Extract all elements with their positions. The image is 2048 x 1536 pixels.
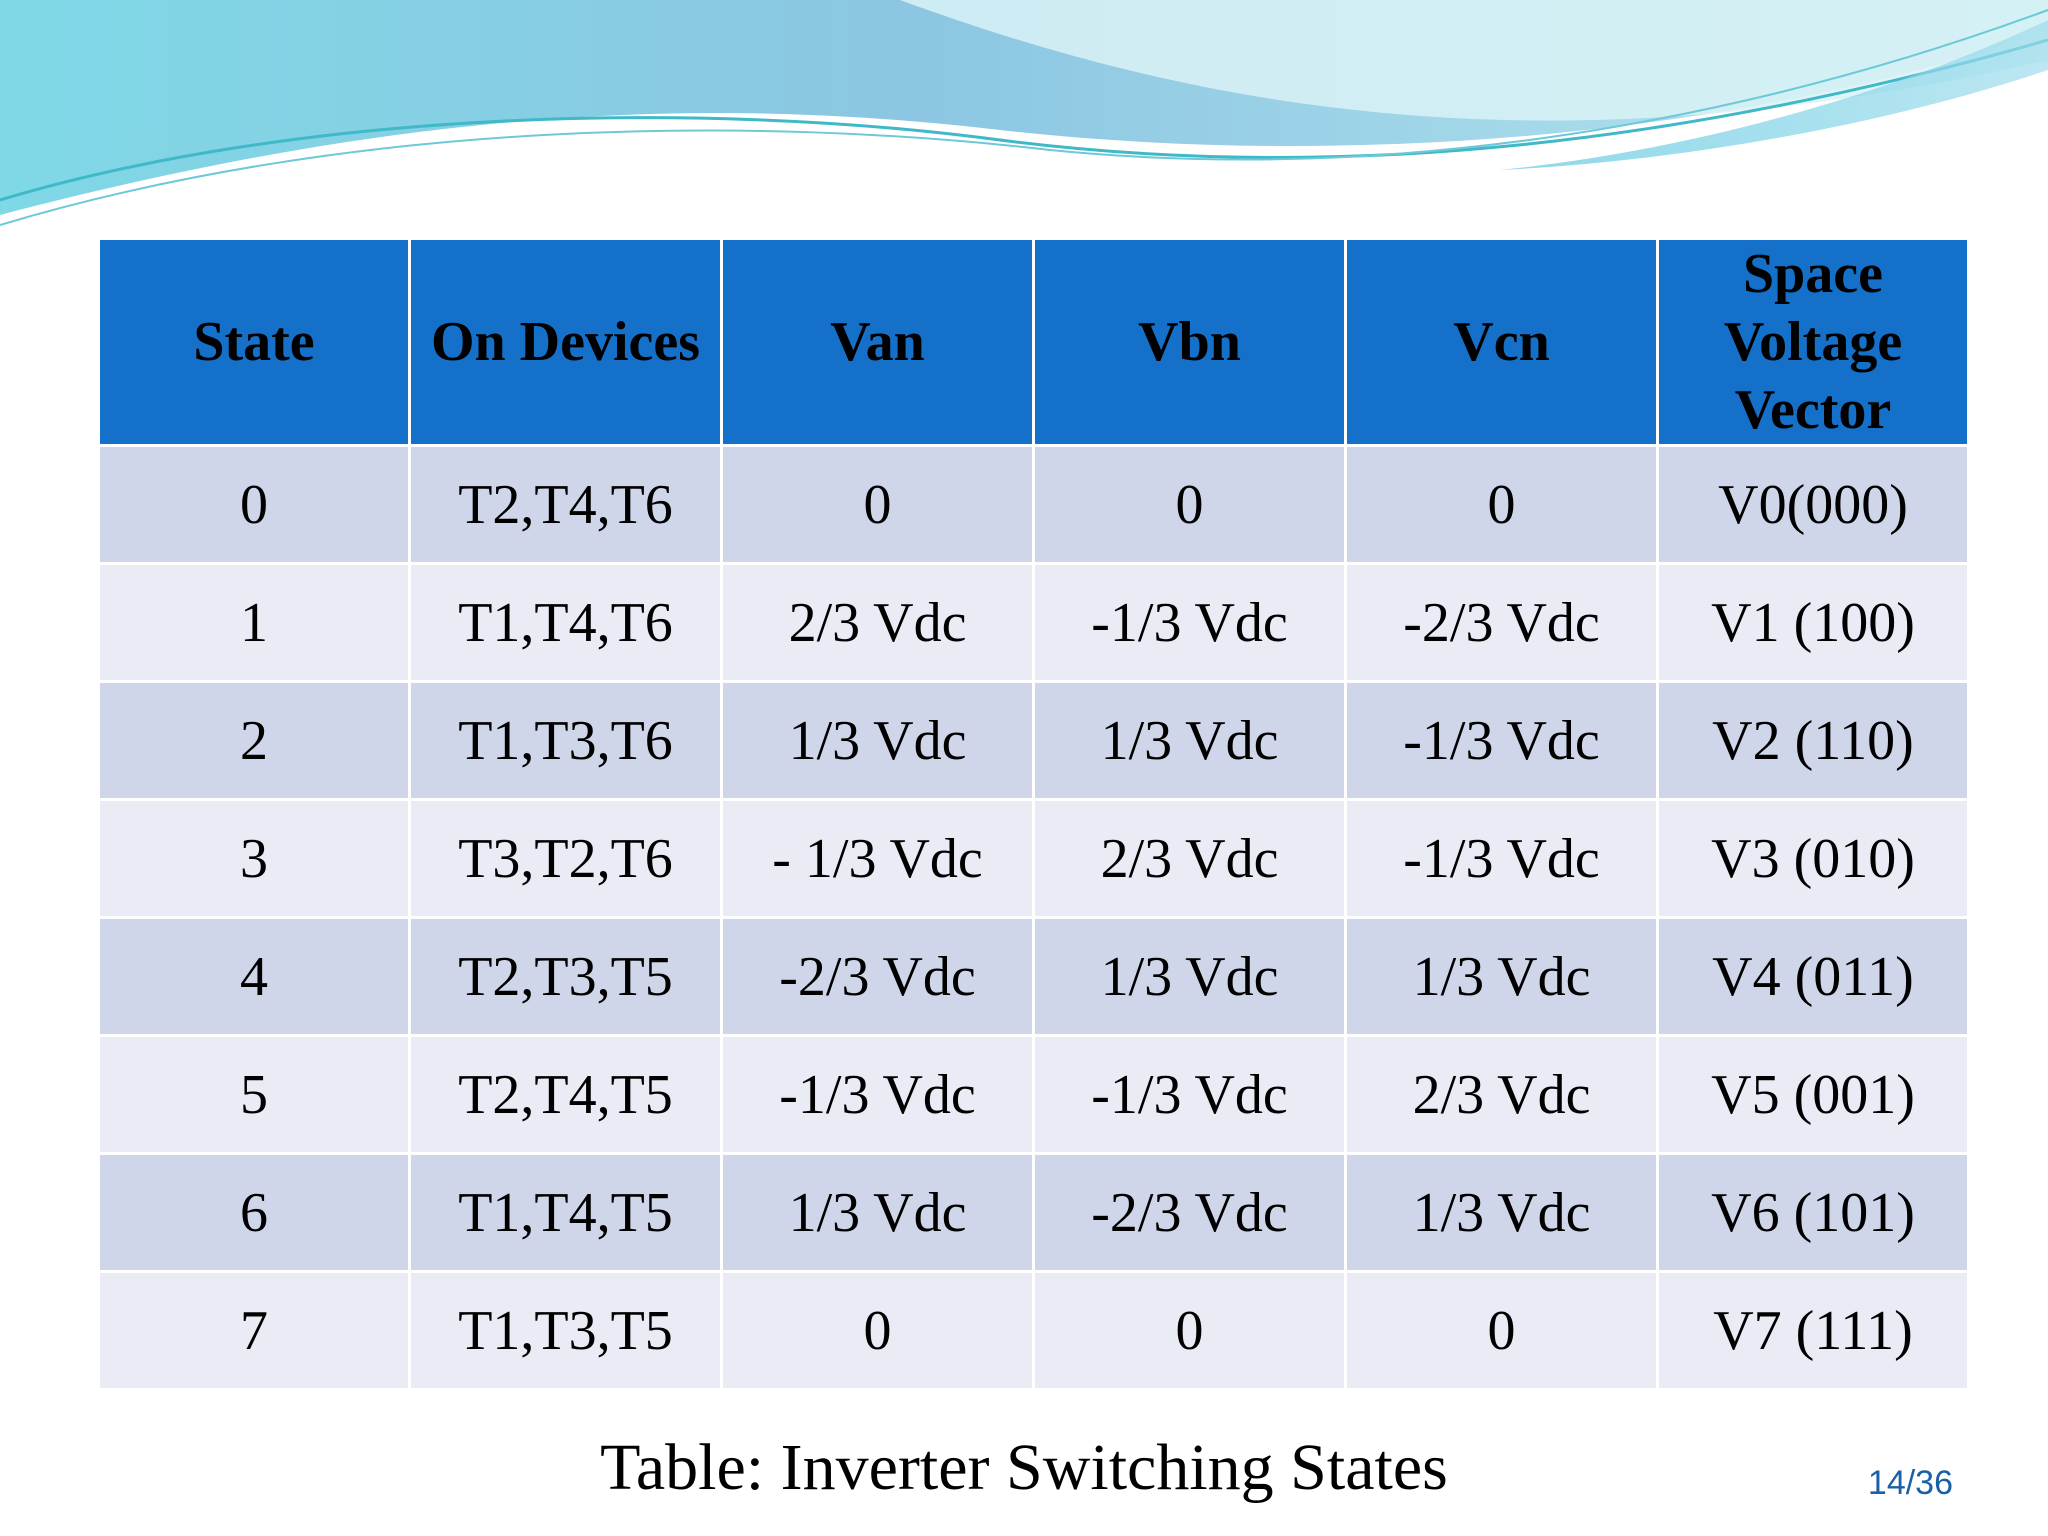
cell-van: - 1/3 Vdc (720, 798, 1035, 919)
table-header-row: State On Devices Van Vbn Vcn Space Volta… (97, 237, 1970, 447)
page-number: 14/36 (1867, 1464, 1953, 1502)
header-on-devices: On Devices (408, 237, 723, 447)
cell-vbn: -2/3 Vdc (1032, 1152, 1347, 1273)
cell-vcn: 0 (1344, 1270, 1659, 1391)
table-row: 4 T2,T3,T5 -2/3 Vdc 1/3 Vdc 1/3 Vdc V4 (… (97, 916, 1970, 1037)
cell-state: 6 (97, 1152, 411, 1273)
cell-vector: V0(000) (1656, 444, 1970, 565)
switching-states-table: State On Devices Van Vbn Vcn Space Volta… (97, 237, 1970, 1391)
header-vbn: Vbn (1032, 237, 1347, 447)
cell-on-devices: T3,T2,T6 (408, 798, 723, 919)
cell-vector: V6 (101) (1656, 1152, 1970, 1273)
cell-vector: V5 (001) (1656, 1034, 1970, 1155)
cell-state: 5 (97, 1034, 411, 1155)
table-row: 0 T2,T4,T6 0 0 0 V0(000) (97, 444, 1970, 565)
table-row: 2 T1,T3,T6 1/3 Vdc 1/3 Vdc -1/3 Vdc V2 (… (97, 680, 1970, 801)
cell-vcn: -1/3 Vdc (1344, 680, 1659, 801)
cell-vcn: 1/3 Vdc (1344, 916, 1659, 1037)
cell-van: 2/3 Vdc (720, 562, 1035, 683)
cell-vbn: 1/3 Vdc (1032, 680, 1347, 801)
cell-vcn: 1/3 Vdc (1344, 1152, 1659, 1273)
cell-vbn: 2/3 Vdc (1032, 798, 1347, 919)
cell-on-devices: T2,T3,T5 (408, 916, 723, 1037)
cell-van: 1/3 Vdc (720, 1152, 1035, 1273)
cell-state: 4 (97, 916, 411, 1037)
cell-vbn: 0 (1032, 444, 1347, 565)
cell-state: 7 (97, 1270, 411, 1391)
cell-vbn: 0 (1032, 1270, 1347, 1391)
cell-on-devices: T1,T4,T5 (408, 1152, 723, 1273)
cell-vbn: -1/3 Vdc (1032, 562, 1347, 683)
header-state: State (97, 237, 411, 447)
cell-vcn: 2/3 Vdc (1344, 1034, 1659, 1155)
wave-decoration (0, 0, 2048, 226)
cell-van: -2/3 Vdc (720, 916, 1035, 1037)
cell-vector: V3 (010) (1656, 798, 1970, 919)
cell-van: 0 (720, 444, 1035, 565)
cell-vcn: -2/3 Vdc (1344, 562, 1659, 683)
cell-on-devices: T1,T3,T6 (408, 680, 723, 801)
table-row: 3 T3,T2,T6 - 1/3 Vdc 2/3 Vdc -1/3 Vdc V3… (97, 798, 1970, 919)
cell-state: 3 (97, 798, 411, 919)
cell-state: 0 (97, 444, 411, 565)
cell-van: 1/3 Vdc (720, 680, 1035, 801)
cell-vector: V7 (111) (1656, 1270, 1970, 1391)
cell-vbn: 1/3 Vdc (1032, 916, 1347, 1037)
cell-vector: V2 (110) (1656, 680, 1970, 801)
cell-on-devices: T1,T3,T5 (408, 1270, 723, 1391)
header-space-voltage-vector: Space Voltage Vector (1656, 237, 1970, 447)
table-row: 6 T1,T4,T5 1/3 Vdc -2/3 Vdc 1/3 Vdc V6 (… (97, 1152, 1970, 1273)
cell-on-devices: T2,T4,T6 (408, 444, 723, 565)
cell-vector: V1 (100) (1656, 562, 1970, 683)
cell-van: 0 (720, 1270, 1035, 1391)
table-caption: Table: Inverter Switching States (600, 1431, 1448, 1504)
cell-vector: V4 (011) (1656, 916, 1970, 1037)
table-row: 7 T1,T3,T5 0 0 0 V7 (111) (97, 1270, 1970, 1391)
cell-state: 1 (97, 562, 411, 683)
cell-on-devices: T2,T4,T5 (408, 1034, 723, 1155)
table-row: 1 T1,T4,T6 2/3 Vdc -1/3 Vdc -2/3 Vdc V1 … (97, 562, 1970, 683)
header-van: Van (720, 237, 1035, 447)
header-vcn: Vcn (1344, 237, 1659, 447)
cell-vbn: -1/3 Vdc (1032, 1034, 1347, 1155)
cell-vcn: 0 (1344, 444, 1659, 565)
cell-on-devices: T1,T4,T6 (408, 562, 723, 683)
cell-vcn: -1/3 Vdc (1344, 798, 1659, 919)
table-row: 5 T2,T4,T5 -1/3 Vdc -1/3 Vdc 2/3 Vdc V5 … (97, 1034, 1970, 1155)
cell-van: -1/3 Vdc (720, 1034, 1035, 1155)
cell-state: 2 (97, 680, 411, 801)
